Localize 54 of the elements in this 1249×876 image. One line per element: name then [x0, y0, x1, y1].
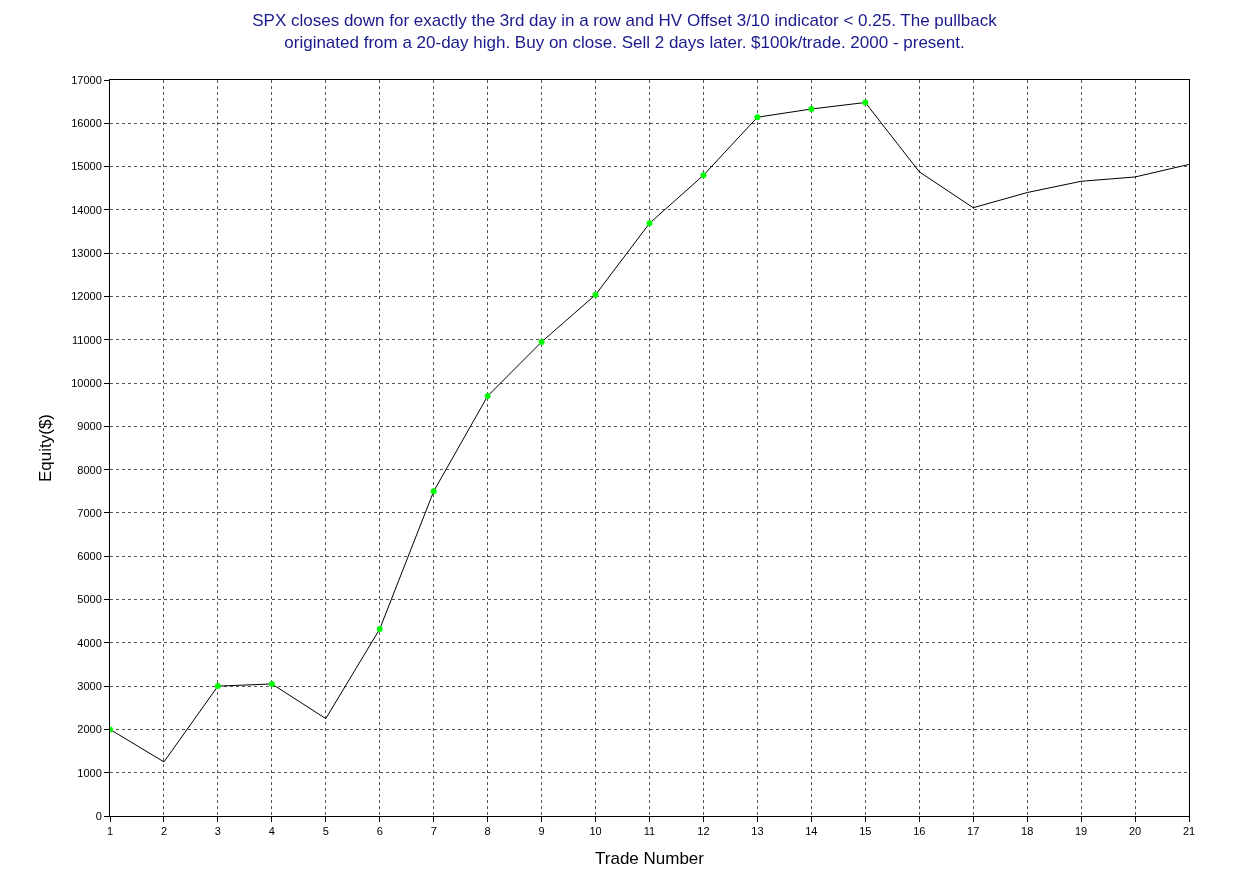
point: [214, 683, 221, 690]
x-tick-label: 18: [1021, 825, 1034, 838]
y-tick-label: 10000: [71, 376, 102, 389]
x-tick-label: 15: [859, 825, 872, 838]
x-tick-label: 7: [430, 825, 437, 838]
point: [538, 338, 545, 345]
point: [754, 114, 761, 121]
y-tick-label: 11000: [72, 333, 102, 346]
point: [592, 291, 599, 298]
y-tick-label: 0: [95, 809, 102, 822]
x-tick-label: 14: [805, 825, 818, 838]
y-tick-label: 6000: [77, 550, 102, 563]
point: [646, 220, 653, 227]
y-tick-label: 15000: [71, 160, 102, 173]
x-tick-label: 12: [697, 825, 710, 838]
chart-title: SPX closes down for exactly the 3rd day in a row and HV Offset 3/10 indicator < 0.25. The pullback originated from a 20-day high. Buy on close. Sell 2 days later. $100k/trade. 2000 - present.: [252, 11, 998, 53]
point: [484, 393, 491, 400]
y-tick-label: 8000: [77, 463, 102, 476]
y-tick-label: 13000: [71, 247, 102, 260]
point: [376, 625, 383, 632]
x-tick-label: 19: [1074, 825, 1088, 838]
x-tick-label: 17: [967, 825, 980, 838]
x-axis-title: Trade Number: [595, 848, 705, 868]
y-tick-label: 4000: [77, 636, 102, 649]
point: [808, 106, 815, 113]
x-tick-label: 6: [376, 825, 383, 838]
y-tick-label: 16000: [71, 117, 102, 130]
x-tick-label: 2: [160, 825, 168, 838]
x-tick-label: 1: [106, 825, 114, 838]
y-tick-label: 7000: [77, 506, 102, 519]
x-tick-label: 9: [538, 825, 545, 838]
y-tick-label: 14000: [71, 203, 102, 216]
x-tick-label: 10: [589, 825, 602, 838]
x-tick-label: 3: [214, 825, 221, 838]
y-tick-label: 17000: [71, 73, 102, 86]
x-tick-label: 20: [1128, 825, 1142, 838]
y-tick-label: 12000: [71, 290, 102, 303]
point: [268, 680, 275, 687]
x-tick-label: 8: [484, 825, 491, 838]
y-axis-title: Equity($): [35, 413, 55, 483]
y-tick-label: 5000: [77, 593, 102, 606]
x-tick-label: 5: [322, 825, 329, 838]
x-tick-label: 11: [643, 825, 656, 838]
point: [700, 172, 707, 179]
point: [430, 488, 437, 495]
x-tick-label: 21: [1182, 825, 1196, 838]
point: [862, 99, 869, 106]
x-tick-label: 16: [913, 825, 926, 838]
y-tick-label: 3000: [77, 679, 102, 692]
y-tick-label: 2000: [77, 723, 102, 736]
y-tick-label: 1000: [77, 766, 102, 779]
y-tick-label: 9000: [77, 420, 102, 433]
x-tick-label: 4: [268, 825, 275, 838]
x-tick-label: 13: [751, 825, 764, 838]
